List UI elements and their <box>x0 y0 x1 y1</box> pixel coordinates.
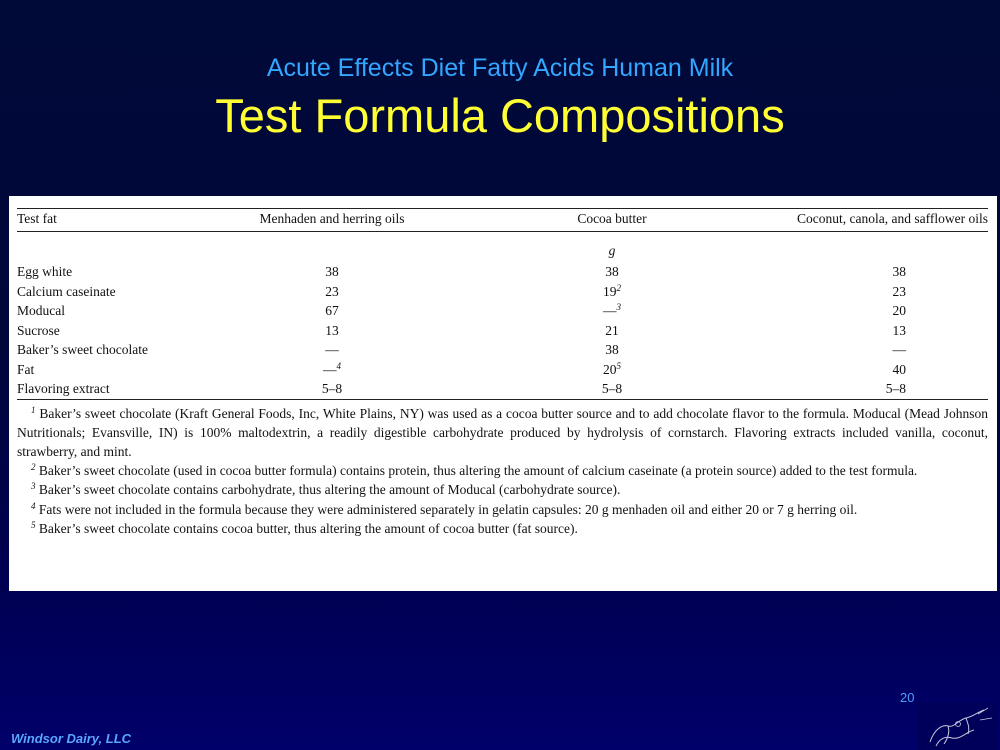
row-label: Baker’s sweet chocolate <box>17 340 187 360</box>
cell-cocoa-butter-value: 20 <box>603 361 617 377</box>
cell-cocoa-butter-value: 21 <box>605 322 619 338</box>
footnote-mark: 1 <box>31 404 36 415</box>
footnote-5: 5 Baker’s sweet chocolate contains cocoa… <box>17 519 988 538</box>
cell-menhaden-herring-value: 67 <box>325 303 339 318</box>
table-row: Calcium caseinate 23 192 23 <box>17 282 988 302</box>
cell-cocoa-butter: 38 <box>477 262 747 282</box>
windsor-dairy-logo-icon <box>918 702 998 750</box>
header-cocoa-butter: Cocoa butter <box>577 211 647 226</box>
cell-coconut-canola-safflower: 5–8 <box>747 379 988 399</box>
cell-coconut-canola-safflower: 40 <box>747 360 988 380</box>
cell-coconut-canola-safflower-value: — <box>892 342 907 357</box>
cell-cocoa-butter-value: 38 <box>605 264 619 279</box>
page-number: 20 <box>900 690 915 705</box>
row-label: Flavoring extract <box>17 379 187 399</box>
cell-coconut-canola-safflower: 20 <box>747 301 988 321</box>
cell-menhaden-herring: — <box>187 340 477 360</box>
cell-cocoa-butter-value: 38 <box>605 342 619 357</box>
slide-subtitle: Acute Effects Diet Fatty Acids Human Mil… <box>266 54 734 82</box>
footnote-text: Baker’s sweet chocolate contains carbohy… <box>38 482 621 498</box>
header-test-fat: Test fat <box>17 211 57 226</box>
cell-menhaden-herring: 13 <box>187 321 477 341</box>
footnote-mark: 3 <box>616 302 622 312</box>
composition-table: Test fat Menhaden and herring oils Cocoa… <box>17 208 988 400</box>
footnote-3: 3 Baker’s sweet chocolate contains carbo… <box>17 480 988 499</box>
cell-coconut-canola-safflower-value: 13 <box>892 322 907 338</box>
row-label: Calcium caseinate <box>17 282 187 302</box>
cell-menhaden-herring-value: 23 <box>325 283 339 299</box>
row-label-value: Baker’s sweet chocolate <box>17 342 148 357</box>
footnote-text: Baker’s sweet chocolate (used in cocoa b… <box>38 463 918 479</box>
row-label: Sucrose <box>17 321 187 341</box>
row-label: Egg white <box>17 262 187 282</box>
cell-cocoa-butter: 21 <box>477 321 747 341</box>
cell-coconut-canola-safflower-value: 23 <box>892 283 907 299</box>
table-row: Moducal 67 —3 20 <box>17 301 988 321</box>
footnote-mark: 4 <box>336 360 342 371</box>
footnote-text: Fats were not included in the formula be… <box>38 501 858 517</box>
cell-cocoa-butter: 38 <box>477 340 747 360</box>
cell-cocoa-butter: 192 <box>477 282 747 302</box>
cell-menhaden-herring-value: — <box>325 342 339 357</box>
cell-coconut-canola-safflower-value: 40 <box>892 361 907 377</box>
company-name: Windsor Dairy, LLC <box>11 731 132 746</box>
row-label: Fat <box>17 360 187 380</box>
cell-coconut-canola-safflower: 23 <box>747 282 988 302</box>
footnote-text: Baker’s sweet chocolate (Kraft General F… <box>17 405 989 459</box>
table-row: Flavoring extract 5–8 5–8 5–8 <box>17 379 988 399</box>
cell-menhaden-herring: 5–8 <box>187 379 477 399</box>
slide-title: Test Formula Compositions <box>215 89 785 142</box>
cell-coconut-canola-safflower: — <box>747 340 988 360</box>
cell-menhaden-herring-value: 38 <box>325 264 339 279</box>
footnote-text: Baker’s sweet chocolate contains cocoa b… <box>38 520 578 536</box>
cell-coconut-canola-safflower: 13 <box>747 321 988 341</box>
footnote-mark: 3 <box>31 481 36 492</box>
row-label: Moducal <box>17 301 187 321</box>
cell-cocoa-butter-value: 5–8 <box>601 381 623 396</box>
cell-cocoa-butter-value: — <box>603 303 617 318</box>
footnote-mark: 2 <box>31 462 36 473</box>
row-label-value: Moducal <box>17 303 65 318</box>
unit-label: g <box>608 243 616 258</box>
cell-menhaden-herring: —4 <box>187 360 477 380</box>
row-label-value: Fat <box>17 361 35 377</box>
row-label-value: Sucrose <box>17 322 60 338</box>
unit-row: g <box>17 232 988 263</box>
table-row: Fat —4 205 40 <box>17 360 988 380</box>
cell-coconut-canola-safflower: 38 <box>747 262 988 282</box>
cell-cocoa-butter: 5–8 <box>477 379 747 399</box>
table-row: Sucrose 13 21 13 <box>17 321 988 341</box>
footnote-mark: 2 <box>616 282 622 293</box>
cell-menhaden-herring: 67 <box>187 301 477 321</box>
cell-cocoa-butter: 205 <box>477 360 747 380</box>
row-label-value: Egg white <box>17 264 73 279</box>
composition-table-panel: Test fat Menhaden and herring oils Cocoa… <box>9 196 997 591</box>
cell-cocoa-butter: —3 <box>477 301 747 321</box>
table-header-row: Test fat Menhaden and herring oils Cocoa… <box>17 208 988 232</box>
footnote-2: 2 Baker’s sweet chocolate (used in cocoa… <box>17 461 988 480</box>
row-label-value: Calcium caseinate <box>17 283 116 299</box>
cell-coconut-canola-safflower-value: 5–8 <box>885 381 906 396</box>
cell-cocoa-butter-value: 19 <box>603 283 617 299</box>
cell-coconut-canola-safflower-value: 38 <box>892 264 907 279</box>
cell-menhaden-herring-value: 13 <box>325 322 339 338</box>
table-row: Baker’s sweet chocolate — 38 — <box>17 340 988 360</box>
cell-coconut-canola-safflower-value: 20 <box>892 303 907 318</box>
cell-menhaden-herring: 38 <box>187 262 477 282</box>
table-row: Egg white 38 38 38 <box>17 262 988 282</box>
footnote-1: 1 Baker’s sweet chocolate (Kraft General… <box>17 404 988 462</box>
header-menhaden-herring: Menhaden and herring oils <box>259 211 405 226</box>
cell-menhaden-herring-value: 5–8 <box>321 381 343 396</box>
cell-menhaden-herring: 23 <box>187 282 477 302</box>
header-coconut-canola-safflower: Coconut, canola, and safflower oils <box>797 211 988 226</box>
footnote-mark: 5 <box>616 360 622 371</box>
footnotes: 1 Baker’s sweet chocolate (Kraft General… <box>17 404 988 538</box>
row-label-value: Flavoring extract <box>17 381 110 396</box>
footnote-4: 4 Fats were not included in the formula … <box>17 500 988 519</box>
footnote-mark: 5 <box>31 519 36 530</box>
cell-menhaden-herring-value: — <box>323 361 337 377</box>
footnote-mark: 4 <box>31 500 36 511</box>
